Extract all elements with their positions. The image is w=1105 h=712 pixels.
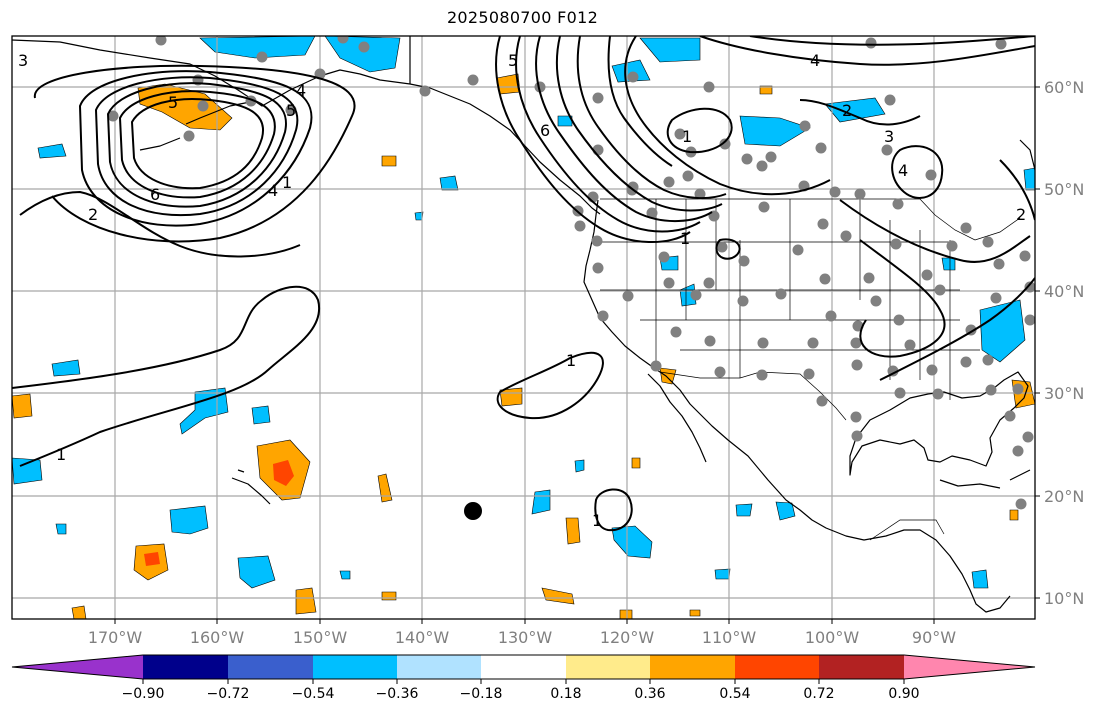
contour-lines — [12, 36, 1035, 532]
colorbar-tick-label: −0.36 — [376, 686, 419, 702]
colorbar: −0.90 −0.72 −0.54 −0.36 −0.18 0.18 0.36 … — [11, 654, 1036, 702]
colorbar-tick-label: −0.90 — [122, 686, 165, 702]
lat-label: 30°N — [1044, 384, 1084, 403]
map-panel: 3 5 5 6 4 4 1 2 5 6 1 1 1 4 2 3 4 1 2 1 — [12, 36, 1035, 619]
map-title: 2025080700 F012 — [446, 8, 599, 27]
colorbar-tick-label: 0.72 — [803, 686, 834, 702]
contour-label: 4 — [268, 181, 278, 200]
colorbar-tick-label: −0.18 — [460, 686, 503, 702]
lon-label: 120°W — [600, 628, 655, 647]
contour-label: 1 — [680, 229, 690, 248]
contour-label: 5 — [286, 101, 296, 120]
colorbar-segment — [313, 655, 397, 679]
contour-label: 2 — [1016, 205, 1026, 224]
colorbar-tick-label: 0.90 — [888, 686, 919, 702]
colorbar-segment — [397, 655, 481, 679]
lon-label: 90°W — [912, 628, 956, 647]
contour-label: 6 — [150, 185, 160, 204]
colorbar-segment — [650, 655, 735, 679]
contour-label: 1 — [282, 173, 292, 192]
lat-label: 20°N — [1044, 487, 1084, 506]
lon-label: 150°W — [293, 628, 348, 647]
colorbar-tick-label: −0.72 — [207, 686, 250, 702]
contour-label: 2 — [88, 205, 98, 224]
colorbar-tick-label: 0.54 — [719, 686, 750, 702]
station-markers — [107, 36, 1035, 510]
target-marker — [464, 502, 482, 520]
coastlines — [12, 36, 1035, 613]
lon-label: 130°W — [498, 628, 553, 647]
colorbar-segment — [228, 655, 313, 679]
contour-label: 4 — [296, 81, 306, 100]
contour-label: 2 — [842, 101, 852, 120]
contour-label: 5 — [508, 51, 518, 70]
lon-label: 170°W — [88, 628, 143, 647]
colorbar-segment — [819, 655, 904, 679]
colorbar-tick-label: 0.18 — [550, 686, 581, 702]
contour-label: 1 — [592, 511, 602, 530]
colorbar-segment — [12, 655, 143, 679]
lon-label: 140°W — [395, 628, 450, 647]
lon-label: 110°W — [702, 628, 757, 647]
longitude-labels: 170°W 160°W 150°W 140°W 130°W 120°W 110°… — [88, 619, 956, 647]
colorbar-segment — [735, 655, 819, 679]
map-frame — [11, 35, 1036, 620]
contour-label: 3 — [18, 51, 28, 70]
map-gridlines — [12, 36, 1035, 619]
lon-label: 160°W — [190, 628, 245, 647]
contour-label: 1 — [566, 351, 576, 370]
contour-label: 4 — [898, 161, 908, 180]
contour-label: 3 — [884, 127, 894, 146]
lat-label: 40°N — [1044, 282, 1084, 301]
lat-label: 10°N — [1044, 589, 1084, 608]
contour-labels: 3 5 5 6 4 4 1 2 5 6 1 1 1 4 2 3 4 1 2 1 — [18, 51, 1026, 530]
colorbar-segment — [566, 655, 650, 679]
lat-label: 60°N — [1044, 78, 1084, 97]
anomaly-fills — [12, 36, 1035, 619]
contour-label: 6 — [540, 121, 550, 140]
colorbar-tick-label: 0.36 — [634, 686, 665, 702]
colorbar-segment — [143, 655, 228, 679]
contour-label: 1 — [682, 127, 692, 146]
contour-label: 4 — [810, 51, 820, 70]
political-borders — [600, 198, 1021, 541]
colorbar-segment — [904, 655, 1035, 679]
contour-label: 5 — [168, 93, 178, 112]
latitude-labels: 60°N 50°N 40°N 30°N 20°N 10°N — [1035, 78, 1084, 608]
contour-label: 1 — [56, 445, 66, 464]
lon-label: 100°W — [805, 628, 860, 647]
colorbar-tick-label: −0.54 — [292, 686, 335, 702]
colorbar-segment — [481, 655, 566, 679]
lat-label: 50°N — [1044, 180, 1084, 199]
